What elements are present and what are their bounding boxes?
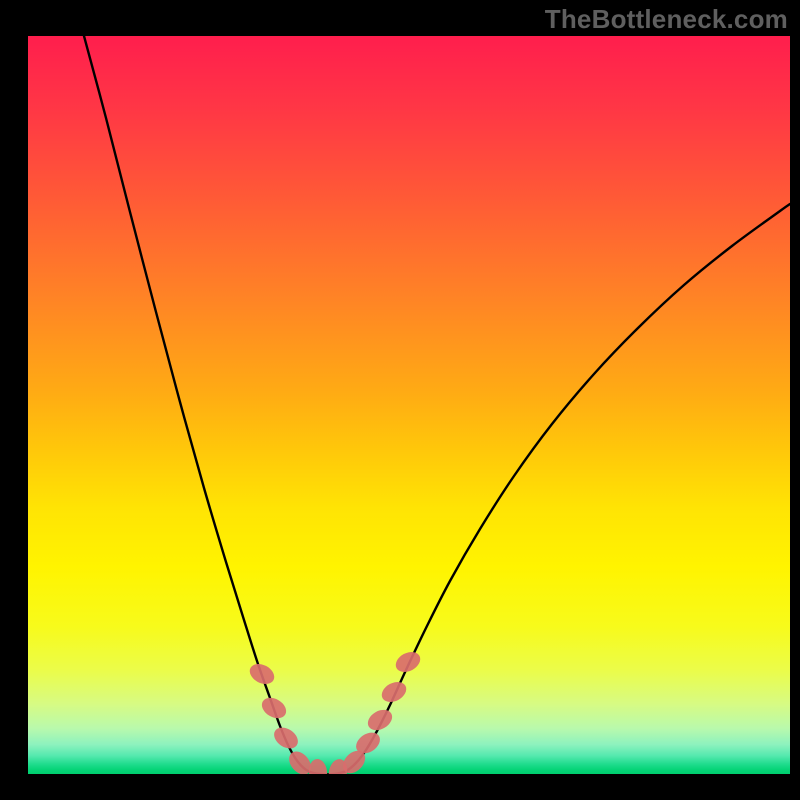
curve-marker (270, 723, 302, 752)
curve-marker (378, 678, 409, 706)
curve-markers (28, 36, 790, 774)
watermark-text: TheBottleneck.com (545, 4, 788, 35)
curve-marker (246, 660, 277, 688)
curve-marker (364, 706, 396, 735)
plot-area (28, 36, 790, 774)
curve-marker (308, 758, 329, 774)
curve-marker (392, 648, 423, 676)
curve-marker (258, 694, 290, 723)
